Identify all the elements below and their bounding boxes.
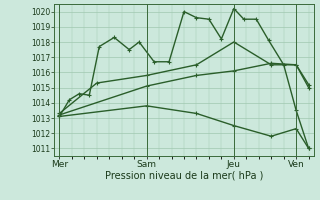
X-axis label: Pression niveau de la mer( hPa ): Pression niveau de la mer( hPa ) xyxy=(105,171,263,181)
